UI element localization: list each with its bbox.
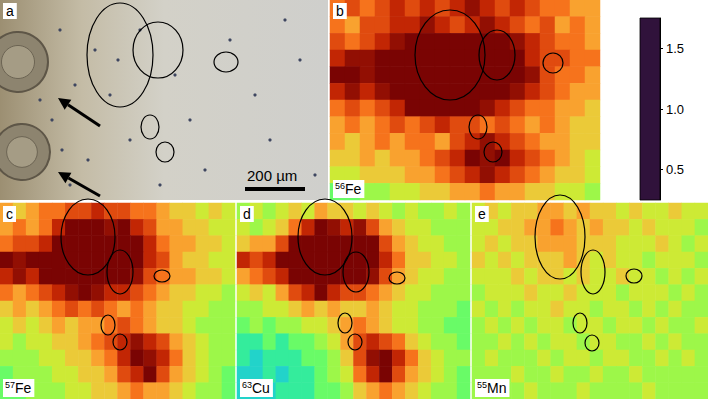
svg-text:56: 56 — [335, 181, 345, 191]
svg-text:d: d — [243, 206, 251, 222]
svg-text:Mn: Mn — [487, 380, 506, 396]
svg-text:57: 57 — [5, 380, 15, 390]
svg-text:e: e — [478, 206, 486, 222]
svg-text:200 µm: 200 µm — [247, 167, 297, 184]
svg-text:b: b — [336, 3, 344, 19]
svg-text:55: 55 — [477, 380, 487, 390]
svg-text:0.5: 0.5 — [666, 162, 684, 177]
svg-text:Fe: Fe — [345, 181, 362, 197]
svg-text:1.5: 1.5 — [666, 41, 684, 56]
svg-text:Fe: Fe — [15, 380, 32, 396]
svg-text:63: 63 — [242, 380, 252, 390]
svg-text:a: a — [6, 3, 14, 19]
svg-text:Cu: Cu — [252, 380, 270, 396]
svg-text:c: c — [6, 206, 13, 222]
svg-text:1.0: 1.0 — [666, 102, 684, 117]
